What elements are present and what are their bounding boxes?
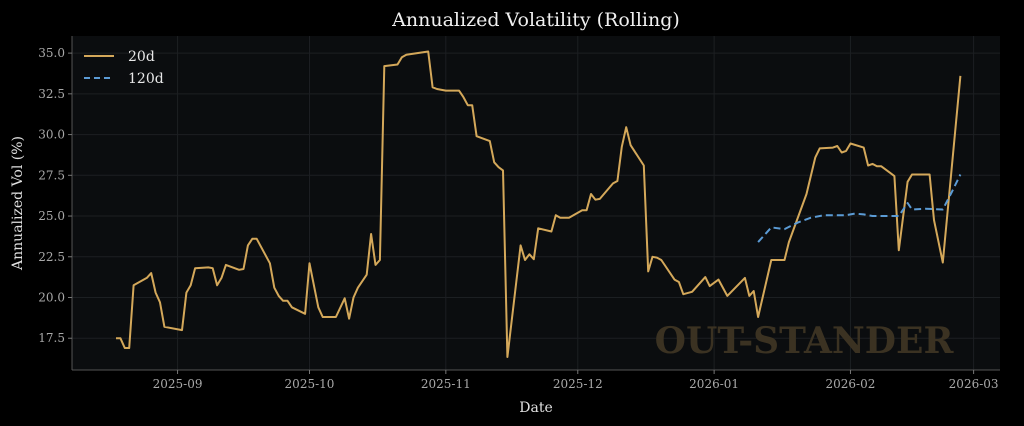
y-tick-label: 27.5 xyxy=(38,168,65,182)
watermark: OUT-STANDER xyxy=(655,320,955,362)
x-tick-label: 2025-11 xyxy=(421,377,471,391)
grid xyxy=(72,36,1000,370)
series-lines xyxy=(116,50,962,358)
x-tick-label: 2026-03 xyxy=(949,377,999,391)
y-tick-label: 35.0 xyxy=(38,46,65,60)
x-tick-label: 2026-01 xyxy=(689,377,739,391)
y-axis-label: Annualized Vol (%) xyxy=(10,136,26,271)
legend-label-120d: 120d xyxy=(128,71,164,87)
y-tick-label: 17.5 xyxy=(38,331,65,345)
x-axis-label: Date xyxy=(519,400,552,416)
y-tick-label: 30.0 xyxy=(38,128,65,142)
legend-label-20d: 20d xyxy=(128,49,155,65)
x-ticks: 2025-09 2025-10 2025-11 2025-12 2026-01 2026-… xyxy=(153,370,999,391)
y-ticks: 17.5 20.0 22.5 25.0 27.5 30.0 32.5 35.0 xyxy=(38,46,72,345)
plot-area xyxy=(72,36,1000,370)
chart-title: Annualized Volatility (Rolling) xyxy=(391,9,680,31)
y-tick-label: 32.5 xyxy=(38,87,65,101)
y-tick-label: 20.0 xyxy=(38,290,65,304)
y-tick-label: 25.0 xyxy=(38,209,65,223)
x-tick-label: 2025-10 xyxy=(285,377,335,391)
x-tick-label: 2025-09 xyxy=(153,377,203,391)
x-tick-label: 2026-02 xyxy=(826,377,876,391)
legend: 20d 120d xyxy=(84,49,164,87)
series-line-120d xyxy=(757,174,962,243)
x-tick-label: 2025-12 xyxy=(553,377,603,391)
series-line-20d xyxy=(116,50,962,358)
y-tick-label: 22.5 xyxy=(38,250,65,264)
